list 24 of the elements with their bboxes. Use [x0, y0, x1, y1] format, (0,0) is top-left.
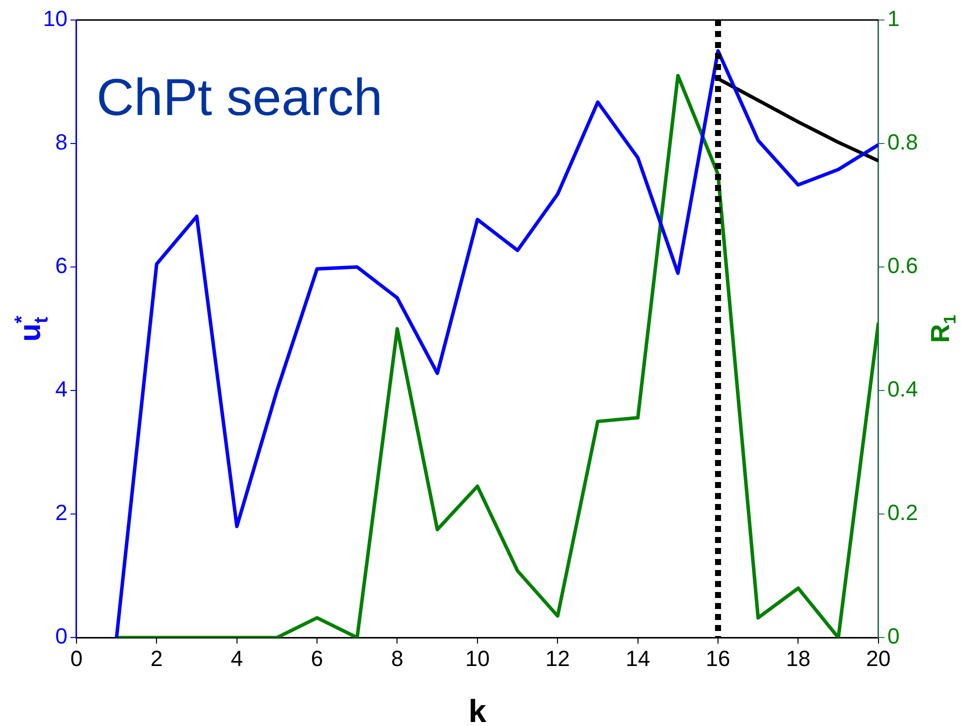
y-tick-label: 2: [55, 500, 68, 526]
x-axis-title: k: [468, 693, 487, 726]
x-tick-label: 6: [310, 646, 324, 671]
y2-tick-label: 1: [887, 6, 900, 32]
y-tick-label: 10: [42, 6, 68, 32]
y2-tick-label: 0.8: [887, 130, 918, 155]
y-tick-label: 4: [55, 376, 68, 402]
x-tick-label: 10: [465, 646, 490, 671]
x-tick-label: 2: [150, 646, 163, 671]
y2-tick-label: 0.4: [887, 376, 918, 402]
x-tick-label: 8: [391, 646, 404, 671]
y-tick-label: 6: [55, 253, 68, 278]
y-tick-label: 8: [55, 130, 68, 155]
x-tick-label: 4: [230, 646, 243, 671]
x-tick-label: 18: [786, 646, 810, 671]
y2-tick-label: 0.6: [887, 253, 918, 278]
x-tick-label: 12: [545, 646, 570, 671]
text: ChPt search: [96, 69, 383, 127]
y2-tick-label: 0.2: [887, 500, 918, 526]
y2-axis-title: R1: [925, 314, 960, 343]
y-tick-label: 0: [55, 624, 68, 649]
x-tick-label: 16: [706, 646, 730, 671]
x-tick-label: 14: [626, 646, 650, 671]
y-axis-title: u*t: [11, 315, 52, 342]
